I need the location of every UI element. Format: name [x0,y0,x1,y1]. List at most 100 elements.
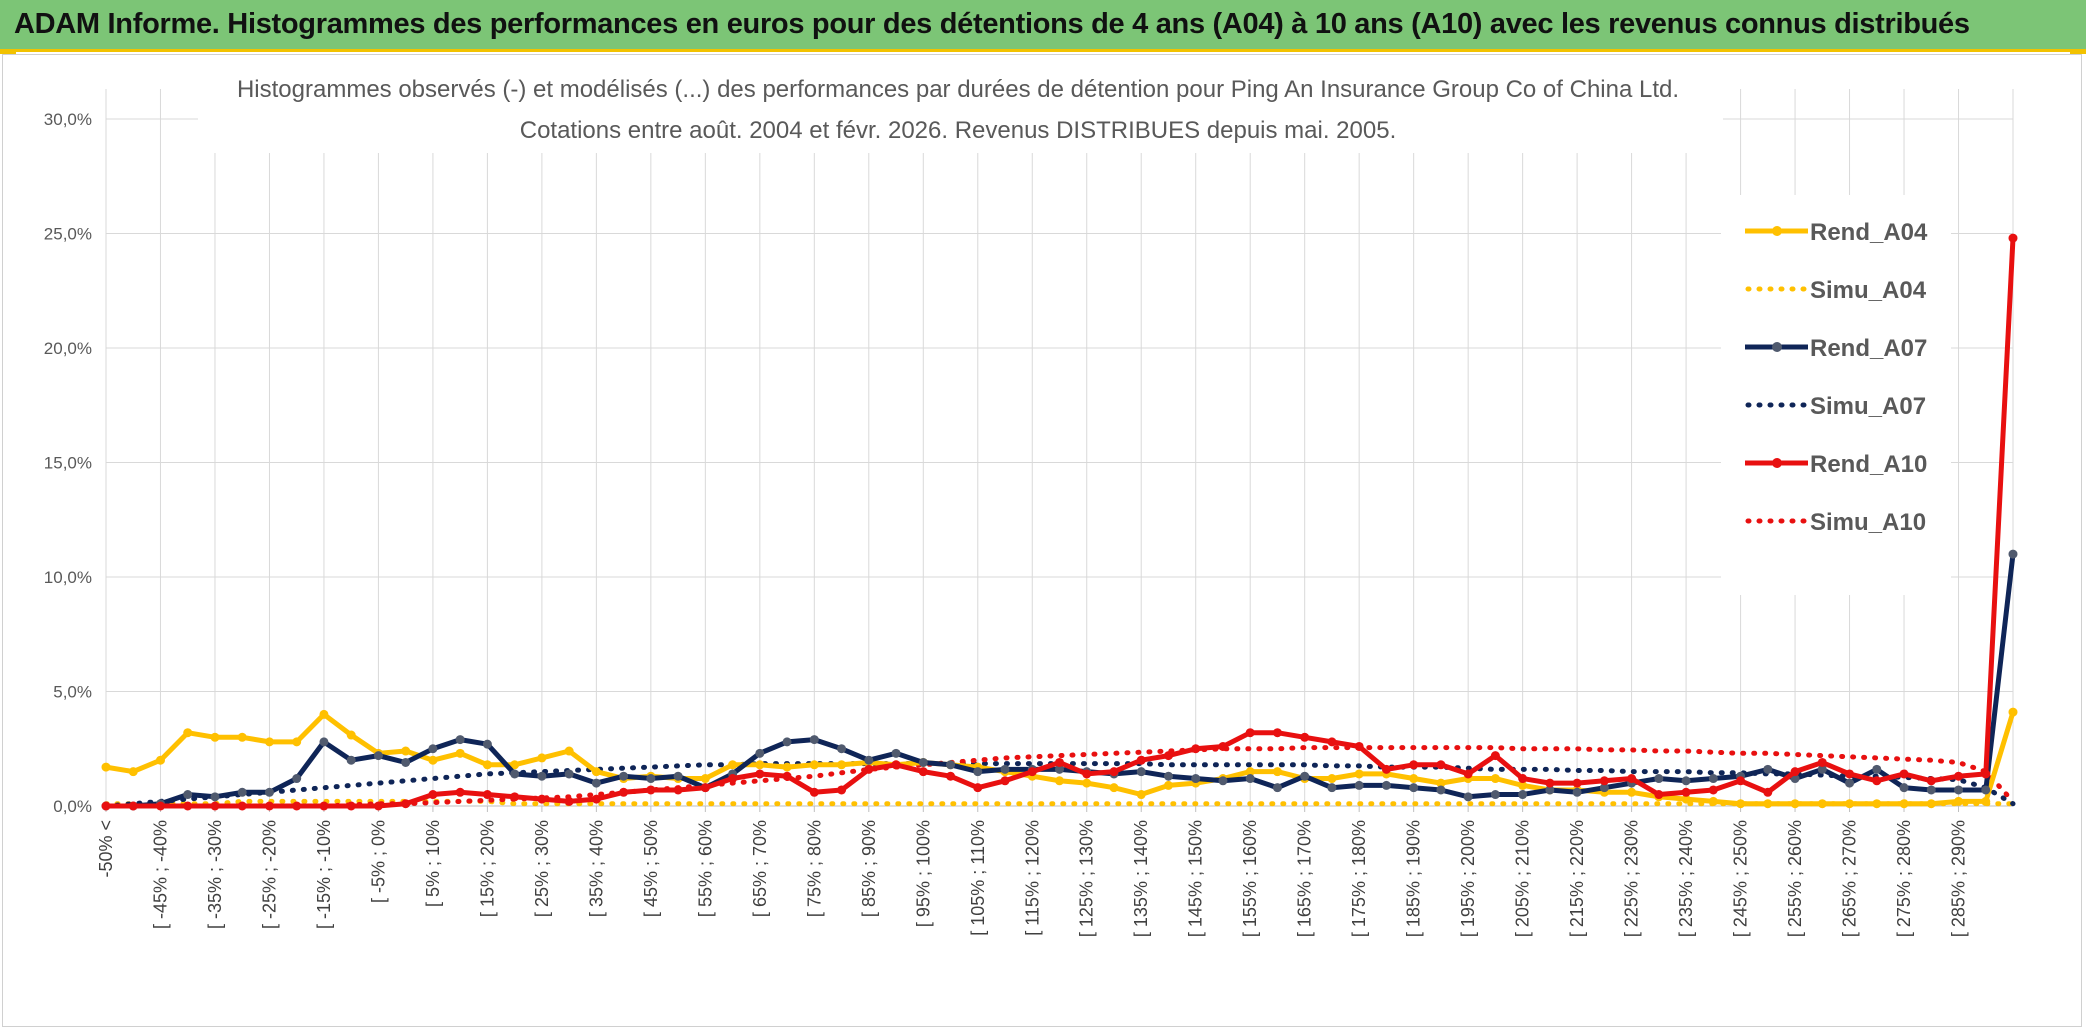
data-point-rend-a07 [891,748,901,758]
title-background [198,57,1723,153]
data-point-rend-a10 [728,774,738,784]
x-tick-label: [ 165% ; 170% [1295,820,1315,937]
data-point-rend-a04 [346,730,356,740]
data-point-rend-a04 [1790,799,1800,809]
data-point-rend-a04 [1245,767,1255,777]
data-point-rend-a07 [1981,785,1991,795]
data-point-rend-a10 [1627,774,1637,784]
data-point-rend-a07 [1136,767,1146,777]
data-point-rend-a07 [946,760,956,770]
data-point-rend-a04 [1109,783,1119,793]
y-tick-label: 15,0% [44,454,92,473]
y-tick-label: 0,0% [53,797,92,816]
data-point-rend-a07 [1163,771,1173,781]
data-point-rend-a04 [128,767,138,777]
data-point-rend-a04 [292,737,302,747]
data-point-rend-a07 [237,787,247,797]
corner-accent-left [0,50,16,54]
data-point-rend-a10 [1245,728,1255,738]
data-point-rend-a07 [619,771,629,781]
data-point-rend-a04 [264,737,274,747]
x-tick-label: [ 265% ; 270% [1840,820,1860,937]
legend-background [1721,195,1951,595]
data-point-rend-a04 [1926,799,1936,809]
x-tick-label: [ 65% ; 70% [750,820,770,917]
data-point-rend-a04 [1736,799,1746,809]
data-point-rend-a10 [1055,757,1064,767]
data-point-rend-a04 [1872,799,1882,809]
data-point-rend-a10 [1436,760,1446,770]
x-tick-label: [ 75% ; 80% [804,820,824,917]
x-tick-label: [ 255% ; 260% [1785,820,1805,937]
data-point-rend-a10 [237,801,247,811]
data-point-rend-a10 [837,785,847,795]
x-tick-label: [ 55% ; 60% [695,820,715,917]
data-point-rend-a10 [319,801,329,811]
data-point-rend-a07 [1327,783,1337,793]
x-tick-label: [ 115% ; 120% [1022,820,1042,936]
data-point-rend-a07 [1490,790,1500,800]
data-point-rend-a07 [401,757,411,767]
chart-frame: 0,0% 5,0% 10,0% 15,0% 20,0% 25,0% 30,0% -50% < [… [2,54,2082,1027]
data-point-rend-a04 [482,760,492,770]
data-point-rend-a07 [2008,549,2018,559]
data-point-rend-a07 [1872,764,1882,774]
header-banner: ADAM Informe. Histogrammes des performan… [0,0,2086,52]
data-point-rend-a07 [591,778,601,788]
data-point-rend-a07 [1218,776,1228,786]
data-point-rend-a04 [537,753,547,763]
data-point-rend-a04 [1163,780,1173,790]
data-point-rend-a07 [428,744,438,754]
data-point-rend-a10 [1845,769,1855,779]
data-point-rend-a10 [1954,771,1964,781]
data-point-rend-a04 [1272,767,1282,777]
data-point-rend-a04 [510,760,520,770]
data-point-rend-a10 [2008,233,2018,243]
data-point-rend-a10 [1763,787,1773,797]
data-point-rend-a07 [264,787,274,797]
data-point-rend-a10 [1817,757,1827,767]
data-point-rend-a07 [1763,764,1773,774]
data-point-rend-a07 [782,737,792,747]
data-point-rend-a10 [455,787,465,797]
data-point-rend-a07 [1381,780,1391,790]
data-point-rend-a10 [1463,769,1473,779]
y-tick-label: 5,0% [53,683,92,702]
data-point-rend-a04 [1817,799,1827,809]
data-point-rend-a10 [101,801,111,811]
data-point-rend-a10 [1327,737,1337,747]
x-tick-label: [ -45% ; -40% [150,820,170,929]
data-point-rend-a10 [1872,776,1882,786]
data-point-rend-a07 [864,755,874,765]
data-point-rend-a10 [1518,774,1528,784]
x-tick-label: [ 175% ; 180% [1349,820,1369,937]
x-tick-label: [ 195% ; 200% [1458,820,1478,937]
data-point-rend-a07 [673,771,683,781]
data-point-rend-a07 [1845,778,1855,788]
data-point-rend-a07 [837,744,847,754]
data-point-rend-a10 [1654,790,1664,800]
data-point-rend-a04 [1136,790,1146,800]
data-point-rend-a07 [1000,764,1010,774]
x-tick-label: [ 5% ; 10% [423,820,443,907]
data-point-rend-a07 [809,735,819,745]
data-point-rend-a10 [755,769,765,779]
x-tick-label: [ -25% ; -20% [259,820,279,929]
data-point-rend-a10 [373,801,383,811]
legend-label-simu-a10: Simu_A10 [1810,509,1926,536]
x-tick-label: [ 155% ; 160% [1240,820,1260,937]
data-point-rend-a07 [455,735,465,745]
data-point-rend-a10 [1981,769,1991,779]
data-point-rend-a04 [755,760,765,770]
data-point-rend-a04 [1082,778,1092,788]
data-point-rend-a04 [1436,778,1446,788]
data-point-rend-a10 [1136,755,1146,765]
data-point-rend-a07 [1354,780,1364,790]
chart-title: Histogrammes observés (-) et modélisés (… [237,76,1679,103]
legend-label-simu-a04: Simu_A04 [1810,277,1927,304]
data-point-rend-a10 [292,801,302,811]
data-point-rend-a07 [373,751,383,761]
x-tick-label: [ 145% ; 150% [1186,820,1206,937]
data-point-rend-a04 [155,755,165,765]
data-point-rend-a10 [1191,744,1201,754]
